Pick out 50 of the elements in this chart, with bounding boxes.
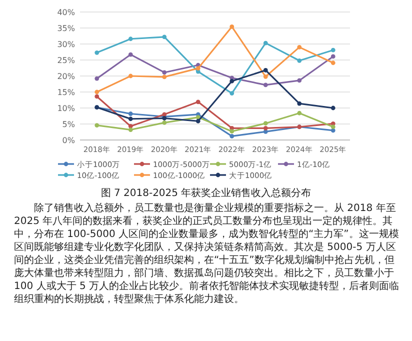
point [330,106,336,110]
point [94,123,100,128]
point [162,74,167,80]
point [263,40,268,46]
point [230,134,234,138]
y-tick-label: 10% [57,104,76,113]
text: 图 7 2018-2025 年获奖企业销售收入总额分布 [100,186,312,200]
y-tick-label: 30% [57,40,76,49]
point [128,112,133,116]
point [128,52,133,57]
point [196,118,200,124]
y-tick-label: 15% [57,88,76,97]
point [297,45,302,50]
point [330,124,336,130]
point [297,58,302,63]
point [128,128,133,132]
y-tick-label: 20% [57,72,76,81]
point [297,110,302,116]
point [263,74,268,79]
point [297,101,302,106]
point [230,24,234,29]
point [162,70,167,75]
point [128,116,133,122]
y-tick-label: 25% [57,56,76,65]
y-tick-label: 35% [57,24,76,33]
point [330,54,336,59]
point [263,68,268,72]
point [128,36,133,42]
point [230,91,234,96]
point [94,90,100,94]
y-tick-label: 40% [57,8,76,17]
y-tick-label: 5% [62,120,76,129]
point [297,78,302,83]
point [330,48,336,52]
point [196,66,200,71]
point [230,129,234,134]
text: 除了销售收入总额外，员工数量也是衡量企业规模的重要指标之一。从 2018 年至 2025 年八年间的数据来看，获奖企业的正式员工数量分布也呈现出一定的规律性。其中，分布在 100-5000 人区间的企业数量最多，成为数智化转型的“主力军”。这一规模区间既能够组建专业化数字化团队，又保持决策链条精简高效。其次是 5000-5 万人区间的企业，这类企业凭借完善的组织架构，在“十五五”数字化规划编制中抢占先机，但庞大体量也带来转型阻力，部门墙、数据孤岛问题仍较突出。相比之下，员工数量小于 100 人或大于 5 万人的企业占比较少。前者依托智能体技术实现敏捷转型，后者则面临组织重构的长期挑战，转型聚焦于体系化能力建设。 [14,202,400,306]
point [162,34,167,40]
point [230,78,234,84]
point [196,100,200,104]
point [94,76,100,81]
point [94,50,100,55]
point [162,120,167,125]
point [128,74,133,78]
point [263,121,268,126]
point [94,94,100,99]
point [263,126,268,130]
point [263,82,268,88]
point [330,60,336,66]
y-tick-label: 0% [62,136,76,145]
